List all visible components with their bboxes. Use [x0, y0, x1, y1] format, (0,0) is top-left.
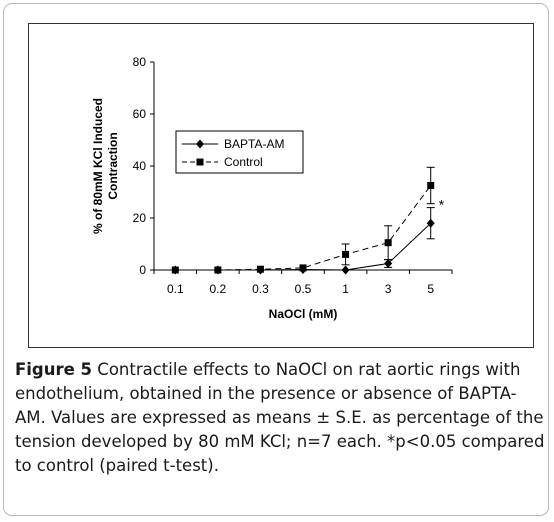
figure-caption-text: Contractile effects to NaOCl on rat aort…: [15, 360, 545, 475]
data-point: [171, 266, 179, 274]
legend-marker: [196, 139, 204, 149]
x-tick-label: 0.5: [295, 282, 312, 296]
chart-plot-area: [28, 23, 534, 348]
data-point: [426, 218, 435, 228]
chart-axes: 0 20 40 60 80 0.1 0.2 0.3 0.5 1 3 5 NaOCl (mM) % of 8…: [91, 55, 453, 321]
y-tick-label: 60: [133, 107, 147, 121]
data-point: [299, 264, 307, 272]
series-line-control: [175, 185, 432, 271]
figure-frame: 0 20 40 60 80 0.1 0.2 0.3 0.5 1 3 5 NaOCl (mM) % of 8…: [3, 3, 549, 516]
data-point: [384, 239, 392, 247]
data-point: [341, 265, 350, 275]
figure-caption-label: Figure 5: [15, 360, 93, 379]
y-tick-label: 40: [133, 159, 147, 173]
significance-annotation: *: [439, 197, 445, 213]
data-point: [342, 250, 350, 258]
y-tick-label: 20: [133, 211, 147, 225]
legend-marker: [196, 158, 204, 166]
data-point: [384, 259, 393, 268]
x-tick-label: 3: [385, 282, 392, 296]
y-tick-label: 0: [139, 263, 146, 277]
chart-marks: *: [171, 166, 445, 275]
data-point: [427, 182, 435, 189]
legend-box: [175, 130, 304, 174]
chart-legend: BAPTA-AM Control: [175, 130, 304, 174]
x-tick-label: 0.2: [210, 282, 227, 296]
y-tick-label: 80: [133, 55, 147, 69]
chart: 0 20 40 60 80 0.1 0.2 0.3 0.5 1 3 5 NaOCl (mM) % of 8…: [91, 55, 453, 321]
data-point: [256, 265, 264, 273]
y-axis-label: Contraction: [106, 132, 120, 199]
series-line-bapta-am: [175, 222, 432, 271]
data-point: [214, 266, 222, 274]
x-tick-label: 5: [427, 282, 434, 296]
x-tick-label: 1: [342, 282, 349, 296]
figure-caption: Figure 5 Contractile effects to NaOCl on…: [15, 358, 545, 478]
legend-label: BAPTA-AM: [224, 137, 284, 151]
x-tick-label: 0.3: [252, 282, 269, 296]
x-tick-label: 0.1: [167, 282, 184, 296]
x-axis-label: NaOCl (mM): [269, 307, 338, 321]
y-axis-label: % of 80mM KCl Induced: [91, 98, 105, 234]
legend-label: Control: [224, 155, 263, 169]
